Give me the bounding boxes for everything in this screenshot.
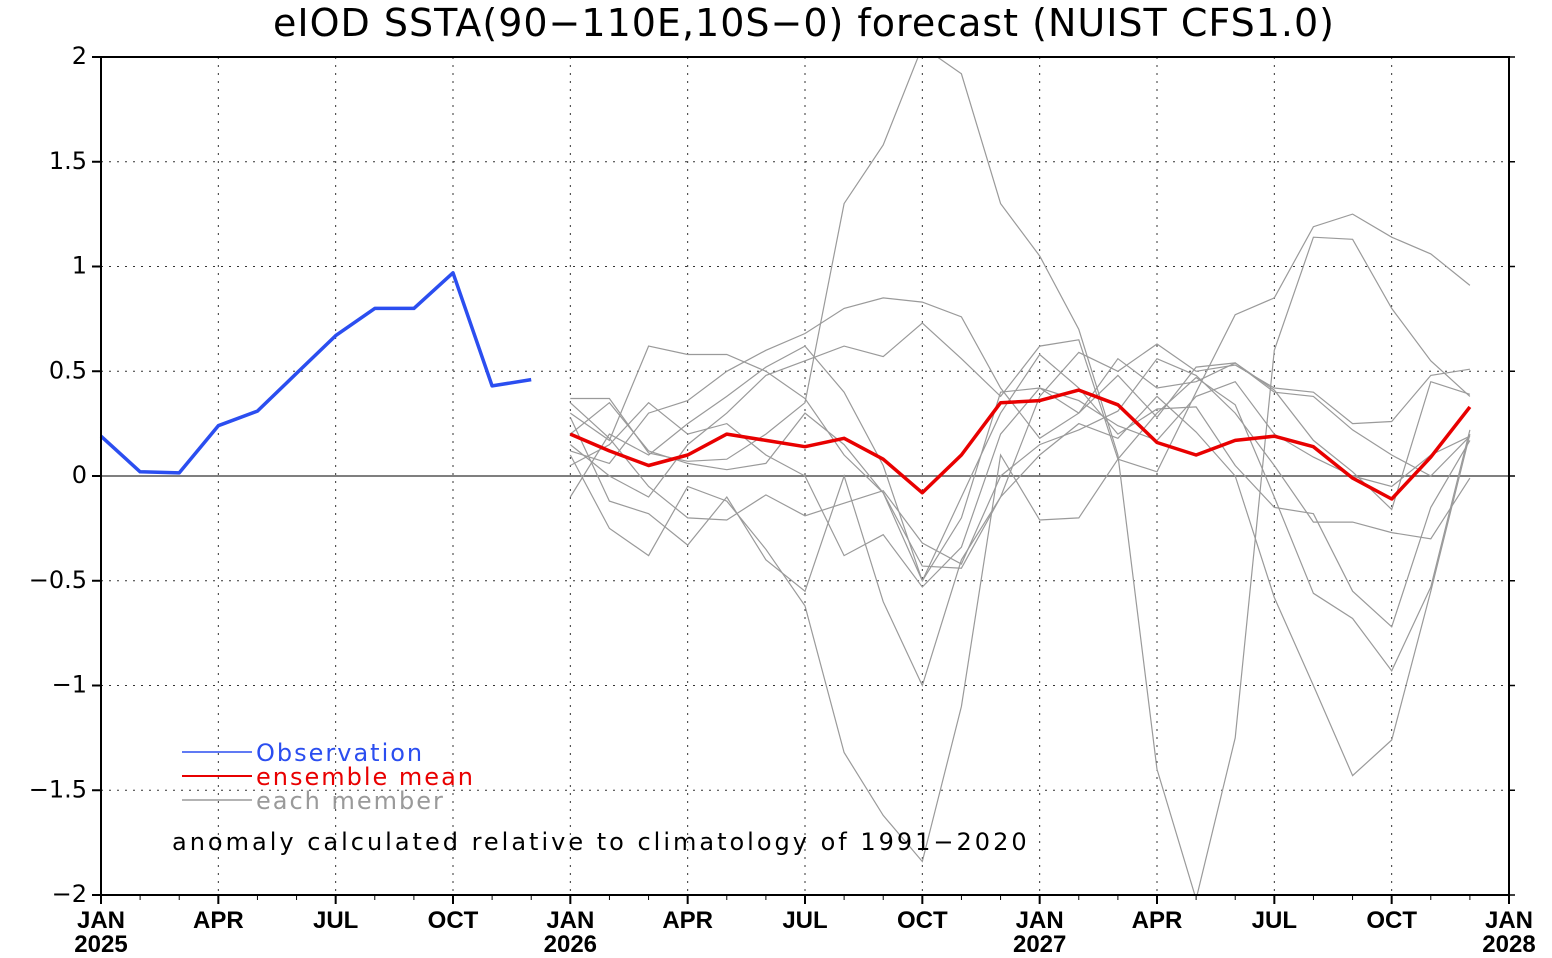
member-line — [569, 395, 1471, 777]
y-tick-label: −2 — [52, 880, 87, 908]
year-label: 2026 — [544, 931, 597, 958]
legend-label: Observation — [256, 739, 424, 767]
x-tick-label: APR — [1132, 907, 1183, 934]
x-tick-label: OCT — [1366, 907, 1417, 934]
y-tick-label: 1.5 — [49, 147, 87, 175]
member-line — [569, 353, 1471, 628]
x-tick-label: JUL — [1252, 907, 1297, 934]
x-tick-label: OCT — [428, 907, 479, 934]
y-tick-label: 2 — [72, 42, 87, 70]
ensemble-mean-line — [569, 388, 1472, 501]
chart-title: eIOD SSTA(90−110E,10S−0) forecast (NUIST… — [273, 1, 1335, 45]
x-tick-label: OCT — [897, 907, 948, 934]
observation-line — [99, 271, 532, 475]
y-tick-label: 0.5 — [49, 356, 87, 384]
x-tick-label: APR — [193, 907, 244, 934]
x-tick-label: JUL — [782, 907, 827, 934]
x-tick-label: APR — [662, 907, 713, 934]
y-tick-label: −1.5 — [29, 775, 87, 803]
x-tick-label: JAN — [1485, 907, 1533, 934]
year-label: 2027 — [1013, 931, 1066, 958]
y-tick-label: −0.5 — [29, 566, 87, 594]
y-tick-label: 1 — [72, 252, 87, 280]
climatology-note: anomaly calculated relative to climatolo… — [172, 828, 1030, 856]
y-tick-label: −1 — [52, 671, 87, 699]
member-line — [569, 322, 1471, 672]
year-label: 2028 — [1482, 931, 1535, 958]
plot-frame — [100, 56, 1510, 896]
member-line — [570, 380, 1471, 588]
member-line — [569, 343, 1470, 569]
mean-layer — [569, 388, 1472, 501]
legend-label: ensemble mean — [256, 763, 475, 791]
year-label: 2025 — [74, 931, 127, 958]
x-tick-label: JAN — [546, 907, 594, 934]
x-tick-label: JAN — [77, 907, 125, 934]
member-line — [570, 57, 1471, 895]
x-tick-label: JAN — [1016, 907, 1064, 934]
member-line — [569, 345, 1471, 583]
member-line — [569, 213, 1471, 863]
obs-layer — [99, 271, 532, 475]
x-tick-label: JUL — [313, 907, 358, 934]
member-line — [569, 357, 1471, 565]
y-tick-label: 0 — [72, 461, 87, 489]
member-line — [570, 297, 1471, 477]
legend-label: each member — [256, 787, 445, 815]
member-layer — [569, 57, 1471, 895]
